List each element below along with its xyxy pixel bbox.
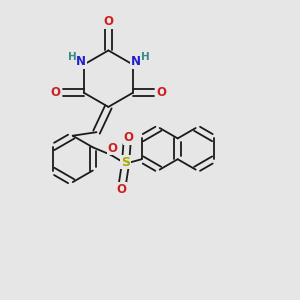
Text: O: O	[116, 183, 126, 196]
Text: H: H	[68, 52, 76, 62]
Text: H: H	[141, 52, 150, 62]
Text: O: O	[103, 15, 113, 28]
Text: N: N	[76, 55, 86, 68]
Text: O: O	[156, 86, 166, 99]
Text: N: N	[131, 55, 141, 68]
Text: O: O	[51, 86, 61, 99]
Text: O: O	[124, 131, 134, 144]
Text: O: O	[108, 142, 118, 155]
Text: S: S	[121, 156, 130, 169]
